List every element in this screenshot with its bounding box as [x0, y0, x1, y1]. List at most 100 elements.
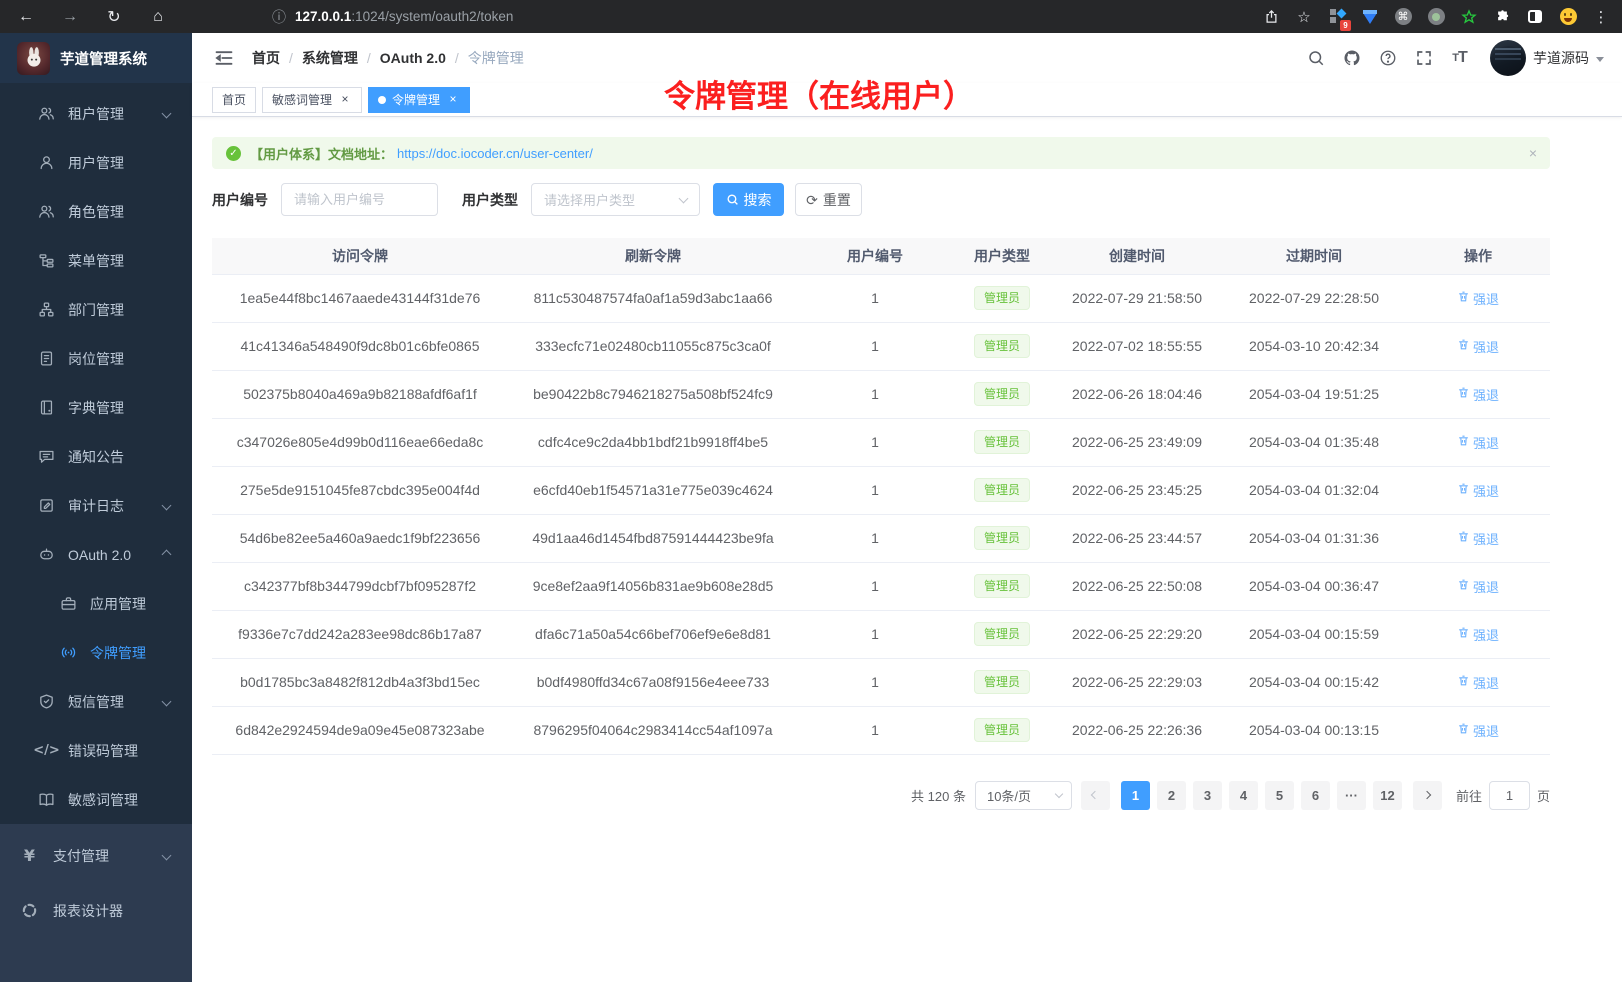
table-row: 1ea5e44f8bc1467aaede43144f31de76 811c5304…	[212, 273, 1550, 323]
sidebar-item-审计日志[interactable]: 审计日志	[0, 481, 192, 530]
pay-yen-icon: ¥	[23, 846, 36, 865]
page-button-12[interactable]: 12	[1372, 780, 1402, 810]
browser-home-icon[interactable]: ⌂	[153, 7, 163, 25]
user-id-cell: 1	[798, 514, 952, 563]
action-cell: 强退	[1406, 322, 1550, 371]
command-extension-icon[interactable]: ⌘	[1394, 8, 1412, 26]
breadcrumb-item-OAuth 2.0[interactable]: OAuth 2.0	[379, 50, 446, 66]
table-row: f9336e7c7dd242a283ee98dc86b17a87 dfa6c71a…	[212, 610, 1550, 659]
page-size-select[interactable]: 10条/页	[974, 780, 1072, 810]
user-type-select[interactable]: 请选择用户类型	[531, 183, 700, 216]
sidebar-item-令牌管理[interactable]: 令牌管理	[0, 628, 192, 677]
force-logout-button[interactable]: 强退	[1457, 577, 1499, 596]
sidebar-item-通知公告[interactable]: 通知公告	[0, 432, 192, 481]
sidebar-item-应用管理[interactable]: 应用管理	[0, 579, 192, 628]
reset-button[interactable]: ⟳ 重置	[795, 183, 862, 216]
page-button-4[interactable]: 4	[1228, 780, 1258, 810]
active-dot	[378, 95, 387, 104]
browser-back-icon[interactable]: ←	[18, 7, 34, 25]
user-menu[interactable]: 芋道源码	[1490, 40, 1604, 76]
sidebar-item-岗位管理[interactable]: 岗位管理	[0, 334, 192, 383]
sidebar-item-角色管理[interactable]: 角色管理	[0, 187, 192, 236]
browser-forward-icon[interactable]: →	[62, 7, 78, 25]
share-icon[interactable]	[1262, 8, 1280, 26]
app-logo-row[interactable]: 芋道管理系统	[0, 33, 192, 83]
sidebar-item-支付管理[interactable]: ¥ 支付管理	[0, 828, 192, 883]
sidebar-item-OAuth 2.0[interactable]: OAuth 2.0	[0, 530, 192, 579]
user-type-cell: 管理员	[952, 706, 1052, 755]
force-logout-button[interactable]: 强退	[1457, 337, 1499, 356]
refresh-token-cell: cdfc4ce9c2da4bb1bdf21b9918ff4be5	[508, 418, 798, 467]
sidebar-item-菜单管理[interactable]: 菜单管理	[0, 236, 192, 285]
sidebar-item-错误码管理[interactable]: </> 错误码管理	[0, 726, 192, 775]
force-logout-button[interactable]: 强退	[1457, 721, 1499, 740]
chevron-down-icon	[161, 696, 172, 707]
emoji-extension-icon[interactable]	[1559, 8, 1577, 26]
next-page-button[interactable]	[1412, 780, 1442, 810]
goto-page-input[interactable]	[1488, 780, 1530, 810]
page-button-6[interactable]: 6	[1300, 780, 1330, 810]
breadcrumb-item-系统管理[interactable]: 系统管理	[301, 50, 358, 66]
total-count: 共 120 条	[911, 788, 966, 804]
goto-suffix: 页	[1536, 788, 1550, 804]
force-logout-button[interactable]: 强退	[1457, 385, 1499, 404]
sidebar-item-部门管理[interactable]: 部门管理	[0, 285, 192, 334]
sidebar-item-敏感词管理[interactable]: 敏感词管理	[0, 775, 192, 824]
bookmark-star-icon[interactable]: ☆	[1297, 8, 1311, 26]
page-ellipsis-button[interactable]: ···	[1336, 780, 1366, 810]
search-button[interactable]: 搜索	[713, 183, 784, 216]
force-logout-button[interactable]: 强退	[1457, 433, 1499, 452]
user-type-cell: 管理员	[952, 514, 1052, 563]
user-avatar	[1490, 40, 1526, 76]
page-button-3[interactable]: 3	[1192, 780, 1222, 810]
doc-link[interactable]: https://doc.iocoder.cn/user-center/	[397, 145, 593, 161]
page-button-2[interactable]: 2	[1156, 780, 1186, 810]
help-icon[interactable]	[1378, 49, 1397, 68]
sidebar-item-label: 应用管理	[90, 595, 146, 612]
tab-令牌管理[interactable]: 令牌管理 ×	[368, 86, 471, 113]
force-logout-button[interactable]: 强退	[1457, 529, 1499, 548]
address-bar[interactable]: ⓘ 127.0.0.1:1024/system/oauth2/token	[272, 7, 513, 27]
prev-page-button[interactable]	[1080, 780, 1110, 810]
force-logout-button[interactable]: 强退	[1457, 481, 1499, 500]
sidebar-item-报表设计器[interactable]: 报表设计器	[0, 883, 192, 938]
gem-extension-icon[interactable]	[1361, 8, 1379, 26]
user-id-input[interactable]	[281, 183, 438, 216]
breadcrumb-item-首页[interactable]: 首页	[252, 50, 280, 66]
success-check-icon: ✓	[226, 145, 241, 161]
tab-close-icon[interactable]: ×	[449, 91, 457, 106]
user-id-cell: 1	[798, 273, 952, 323]
browser-reload-icon[interactable]: ↻	[107, 8, 121, 26]
github-icon[interactable]	[1342, 49, 1361, 68]
alert-close-icon[interactable]: ×	[1528, 145, 1537, 161]
user-id-cell: 1	[798, 322, 952, 371]
search-icon[interactable]	[1306, 49, 1325, 68]
force-logout-button[interactable]: 强退	[1457, 625, 1499, 644]
page-button-5[interactable]: 5	[1264, 780, 1294, 810]
access-token-cell: c342377bf8b344799dcbf7bf095287f2	[212, 562, 508, 611]
force-logout-button[interactable]: 强退	[1457, 673, 1499, 692]
sidebar-item-用户管理[interactable]: 用户管理	[0, 138, 192, 187]
star-extension-icon[interactable]	[1460, 8, 1478, 26]
menu-fold-icon[interactable]	[214, 48, 234, 68]
tab-首页[interactable]: 首页	[212, 86, 257, 113]
sidebar-item-label: 用户管理	[68, 154, 124, 171]
sidebar-item-短信管理[interactable]: 短信管理	[0, 677, 192, 726]
sidebar-item-字典管理[interactable]: 字典管理	[0, 383, 192, 432]
puzzle-extension-icon[interactable]	[1493, 8, 1511, 26]
force-logout-button[interactable]: 强退	[1457, 289, 1499, 308]
extension-grid-icon[interactable]: 9	[1328, 8, 1351, 31]
fullscreen-icon[interactable]	[1414, 49, 1433, 68]
sidebar-toggle-icon[interactable]	[1526, 8, 1544, 26]
action-cell: 强退	[1406, 370, 1550, 419]
site-info-icon[interactable]: ⓘ	[272, 8, 286, 25]
record-extension-icon[interactable]	[1427, 8, 1445, 26]
sidebar-item-租户管理[interactable]: 租户管理	[0, 89, 192, 138]
access-token-cell: 1ea5e44f8bc1467aaede43144f31de76	[212, 273, 508, 323]
browser-menu-icon[interactable]: ⋮	[1593, 8, 1609, 26]
url-host: 127.0.0.1	[295, 9, 352, 24]
tab-敏感词管理[interactable]: 敏感词管理 ×	[262, 86, 363, 113]
tab-close-icon[interactable]: ×	[341, 91, 349, 106]
page-button-1[interactable]: 1	[1120, 780, 1150, 810]
